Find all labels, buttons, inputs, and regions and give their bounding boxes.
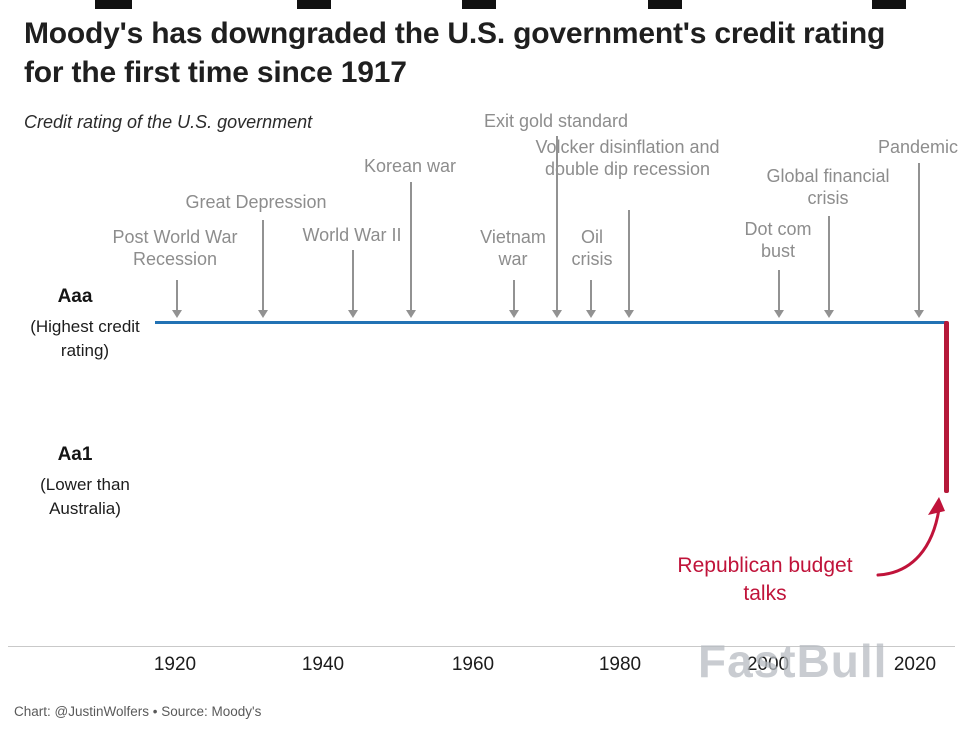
event-arrow-icon <box>509 280 519 318</box>
x-axis-line <box>8 646 955 647</box>
footer-credit: Chart: @JustinWolfers • Source: Moody's <box>14 704 262 719</box>
aaa-rating-line <box>155 321 946 324</box>
event-label: World War II <box>302 225 402 245</box>
event-label: Exit gold standard <box>483 111 629 131</box>
event-label: Dot com bust <box>744 219 812 261</box>
arrow-head-icon <box>258 310 268 318</box>
event-arrow-icon <box>258 220 268 318</box>
event-arrow-icon <box>774 270 784 318</box>
page-title: Moody's has downgraded the U.S. governme… <box>24 17 886 89</box>
top-crop-mark <box>297 0 331 9</box>
event-arrow-icon <box>172 280 182 318</box>
event-arrow-icon <box>406 182 416 318</box>
page-subtitle: Credit rating of the U.S. government <box>24 112 313 132</box>
event-label: Oil crisis <box>571 227 613 269</box>
x-tick-2000: 2000 <box>746 654 790 675</box>
event-arrow-icon <box>586 280 596 318</box>
top-crop-mark <box>648 0 682 9</box>
event-arrow-icon <box>552 136 562 318</box>
rating-aa1-label: Aa1 <box>57 444 93 465</box>
arrow-head-icon <box>406 310 416 318</box>
event-label: Korean war <box>363 156 457 176</box>
x-tick-1920: 1920 <box>153 654 197 675</box>
x-tick-1960: 1960 <box>451 654 495 675</box>
downgrade-rating-line <box>944 321 949 493</box>
arrow-head-icon <box>586 310 596 318</box>
rating-aa1-note: (Lower than Australia) <box>40 475 130 518</box>
downgrade-annotation: Republican budget talks <box>677 554 853 605</box>
rating-aaa-note: (Highest credit rating) <box>30 317 140 360</box>
event-label: Global financial crisis <box>766 166 890 208</box>
arrow-head-icon <box>509 310 519 318</box>
arrow-head-icon <box>552 310 562 318</box>
event-label: Volcker disinflation and double dip rece… <box>535 137 720 179</box>
event-label: Pandemic <box>877 137 959 157</box>
arrow-head-icon <box>774 310 784 318</box>
event-arrow-icon <box>824 216 834 318</box>
event-label: Vietnam war <box>480 227 546 269</box>
arrow-head-icon <box>172 310 182 318</box>
curved-arrow-icon <box>876 497 945 577</box>
watermark: FastBull <box>698 635 888 687</box>
x-tick-1980: 1980 <box>598 654 642 675</box>
x-tick-2020: 2020 <box>893 654 937 675</box>
event-arrow-icon <box>914 163 924 318</box>
arrow-head-icon <box>348 310 358 318</box>
top-crop-mark <box>462 0 496 9</box>
event-arrow-icon <box>348 250 358 318</box>
event-label: Post World War Recession <box>112 227 238 269</box>
arrow-head-icon <box>624 310 634 318</box>
arrow-head-icon <box>824 310 834 318</box>
event-arrow-icon <box>624 210 634 318</box>
arrow-head-icon <box>914 310 924 318</box>
x-tick-1940: 1940 <box>301 654 345 675</box>
top-crop-mark <box>95 0 132 9</box>
rating-aaa-label: Aaa <box>57 286 93 307</box>
event-label: Great Depression <box>185 192 327 212</box>
top-crop-mark <box>872 0 906 9</box>
